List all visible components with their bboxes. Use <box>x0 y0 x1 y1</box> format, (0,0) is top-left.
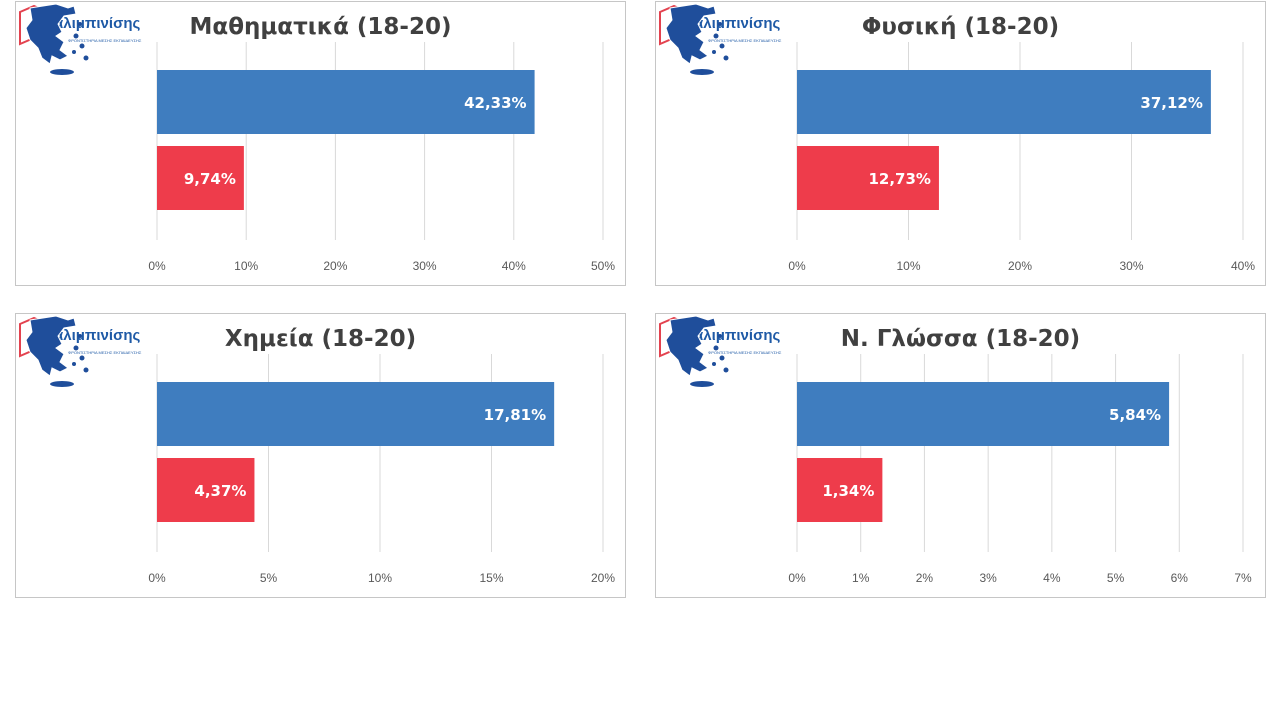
x-tick-label: 7% <box>1234 571 1252 585</box>
logo-tagline: ΦΡΟΝΤΙΣΤΗΡΙΑ ΜΕΣΗΣ ΕΚΠΑΙΔΕΥΣΗΣ <box>708 350 782 355</box>
x-tick-label: 2% <box>916 571 934 585</box>
chart-panel-physics: Φυσική (18-20) 0% 10% 20% 30% 40% 37,12% 12,73… <box>655 1 1266 286</box>
x-tick-label: 4% <box>1043 571 1061 585</box>
bar-institute <box>157 382 555 446</box>
x-tick-label: 6% <box>1171 571 1189 585</box>
x-tick-label: 0% <box>788 571 806 585</box>
chart-title: Ν. Γλώσσα (18-20) <box>840 326 1081 352</box>
chart-panel-greek-language: Ν. Γλώσσα (18-20) 0% 1% 2% 3% 4% 5% 6% 7% 5,84% 1… <box>655 313 1266 598</box>
bar-institute <box>157 70 535 134</box>
chart-title: Μαθηματικά (18-20) <box>189 14 452 40</box>
x-tick-label: 5% <box>1107 571 1125 585</box>
x-tick-label: 0% <box>148 259 166 273</box>
data-label-national: 4,37% <box>194 482 246 500</box>
bar-plot: 0% 10% 20% 30% 40% 50% 42,33% 9,74% <box>148 42 615 273</box>
bar-plot: 0% 10% 20% 30% 40% 37,12% 12,73% <box>788 42 1255 273</box>
x-tick-label: 3% <box>979 571 997 585</box>
x-tick-label: 5% <box>260 571 278 585</box>
bar-national <box>157 458 255 522</box>
data-label-national: 1,34% <box>822 482 874 500</box>
data-label-institute: 17,81% <box>484 406 546 424</box>
logo-name: αλιμπινίσης <box>694 327 780 344</box>
bar-national <box>797 146 939 210</box>
logo-name: αλιμπινίσης <box>54 15 140 32</box>
x-tick-label: 20% <box>323 259 347 273</box>
bar-institute <box>797 382 1170 446</box>
x-tick-label: 30% <box>1119 259 1143 273</box>
bar-national <box>157 146 244 210</box>
x-tick-label: 40% <box>1231 259 1255 273</box>
bar-national <box>797 458 883 522</box>
data-label-national: 12,73% <box>868 170 930 188</box>
logo-tagline: ΦΡΟΝΤΙΣΤΗΡΙΑ ΜΕΣΗΣ ΕΚΠΑΙΔΕΥΣΗΣ <box>708 38 782 43</box>
logo-name: αλιμπινίσης <box>694 15 780 32</box>
data-label-national: 9,74% <box>184 170 236 188</box>
greece-map-icon <box>25 315 89 387</box>
x-tick-label: 10% <box>896 259 920 273</box>
logo-tagline: ΦΡΟΝΤΙΣΤΗΡΙΑ ΜΕΣΗΣ ΕΚΠΑΙΔΕΥΣΗΣ <box>68 38 142 43</box>
bar-plot: 0% 5% 10% 15% 20% 17,81% 4,37% <box>148 354 615 585</box>
chart-title: Χημεία (18-20) <box>224 326 417 352</box>
x-tick-label: 10% <box>368 571 392 585</box>
x-tick-label: 30% <box>413 259 437 273</box>
greece-map-icon <box>665 3 729 75</box>
x-tick-label: 15% <box>479 571 503 585</box>
x-tick-label: 10% <box>234 259 258 273</box>
chart-panel-chemistry: Χημεία (18-20) 0% 5% 10% 15% 20% 17,81% 4,37% … <box>15 313 626 598</box>
greece-map-icon <box>25 3 89 75</box>
x-tick-label: 0% <box>148 571 166 585</box>
x-tick-label: 20% <box>591 571 615 585</box>
chart-title: Φυσική (18-20) <box>861 14 1060 40</box>
logo-name: αλιμπινίσης <box>54 327 140 344</box>
data-label-institute: 42,33% <box>464 94 526 112</box>
bar-institute <box>797 70 1211 134</box>
x-tick-label: 1% <box>852 571 870 585</box>
data-label-institute: 5,84% <box>1109 406 1161 424</box>
x-tick-label: 0% <box>788 259 806 273</box>
x-tick-label: 20% <box>1008 259 1032 273</box>
x-tick-label: 40% <box>502 259 526 273</box>
data-label-institute: 37,12% <box>1140 94 1202 112</box>
greece-map-icon <box>665 315 729 387</box>
logo-tagline: ΦΡΟΝΤΙΣΤΗΡΙΑ ΜΕΣΗΣ ΕΚΠΑΙΔΕΥΣΗΣ <box>68 350 142 355</box>
x-tick-label: 50% <box>591 259 615 273</box>
chart-panel-mathematics: Μαθηματικά (18-20) 0% 10% 20% 30% 40% 50% 42,3… <box>15 1 626 286</box>
bar-plot: 0% 1% 2% 3% 4% 5% 6% 7% 5,84% 1,34% <box>788 354 1252 585</box>
